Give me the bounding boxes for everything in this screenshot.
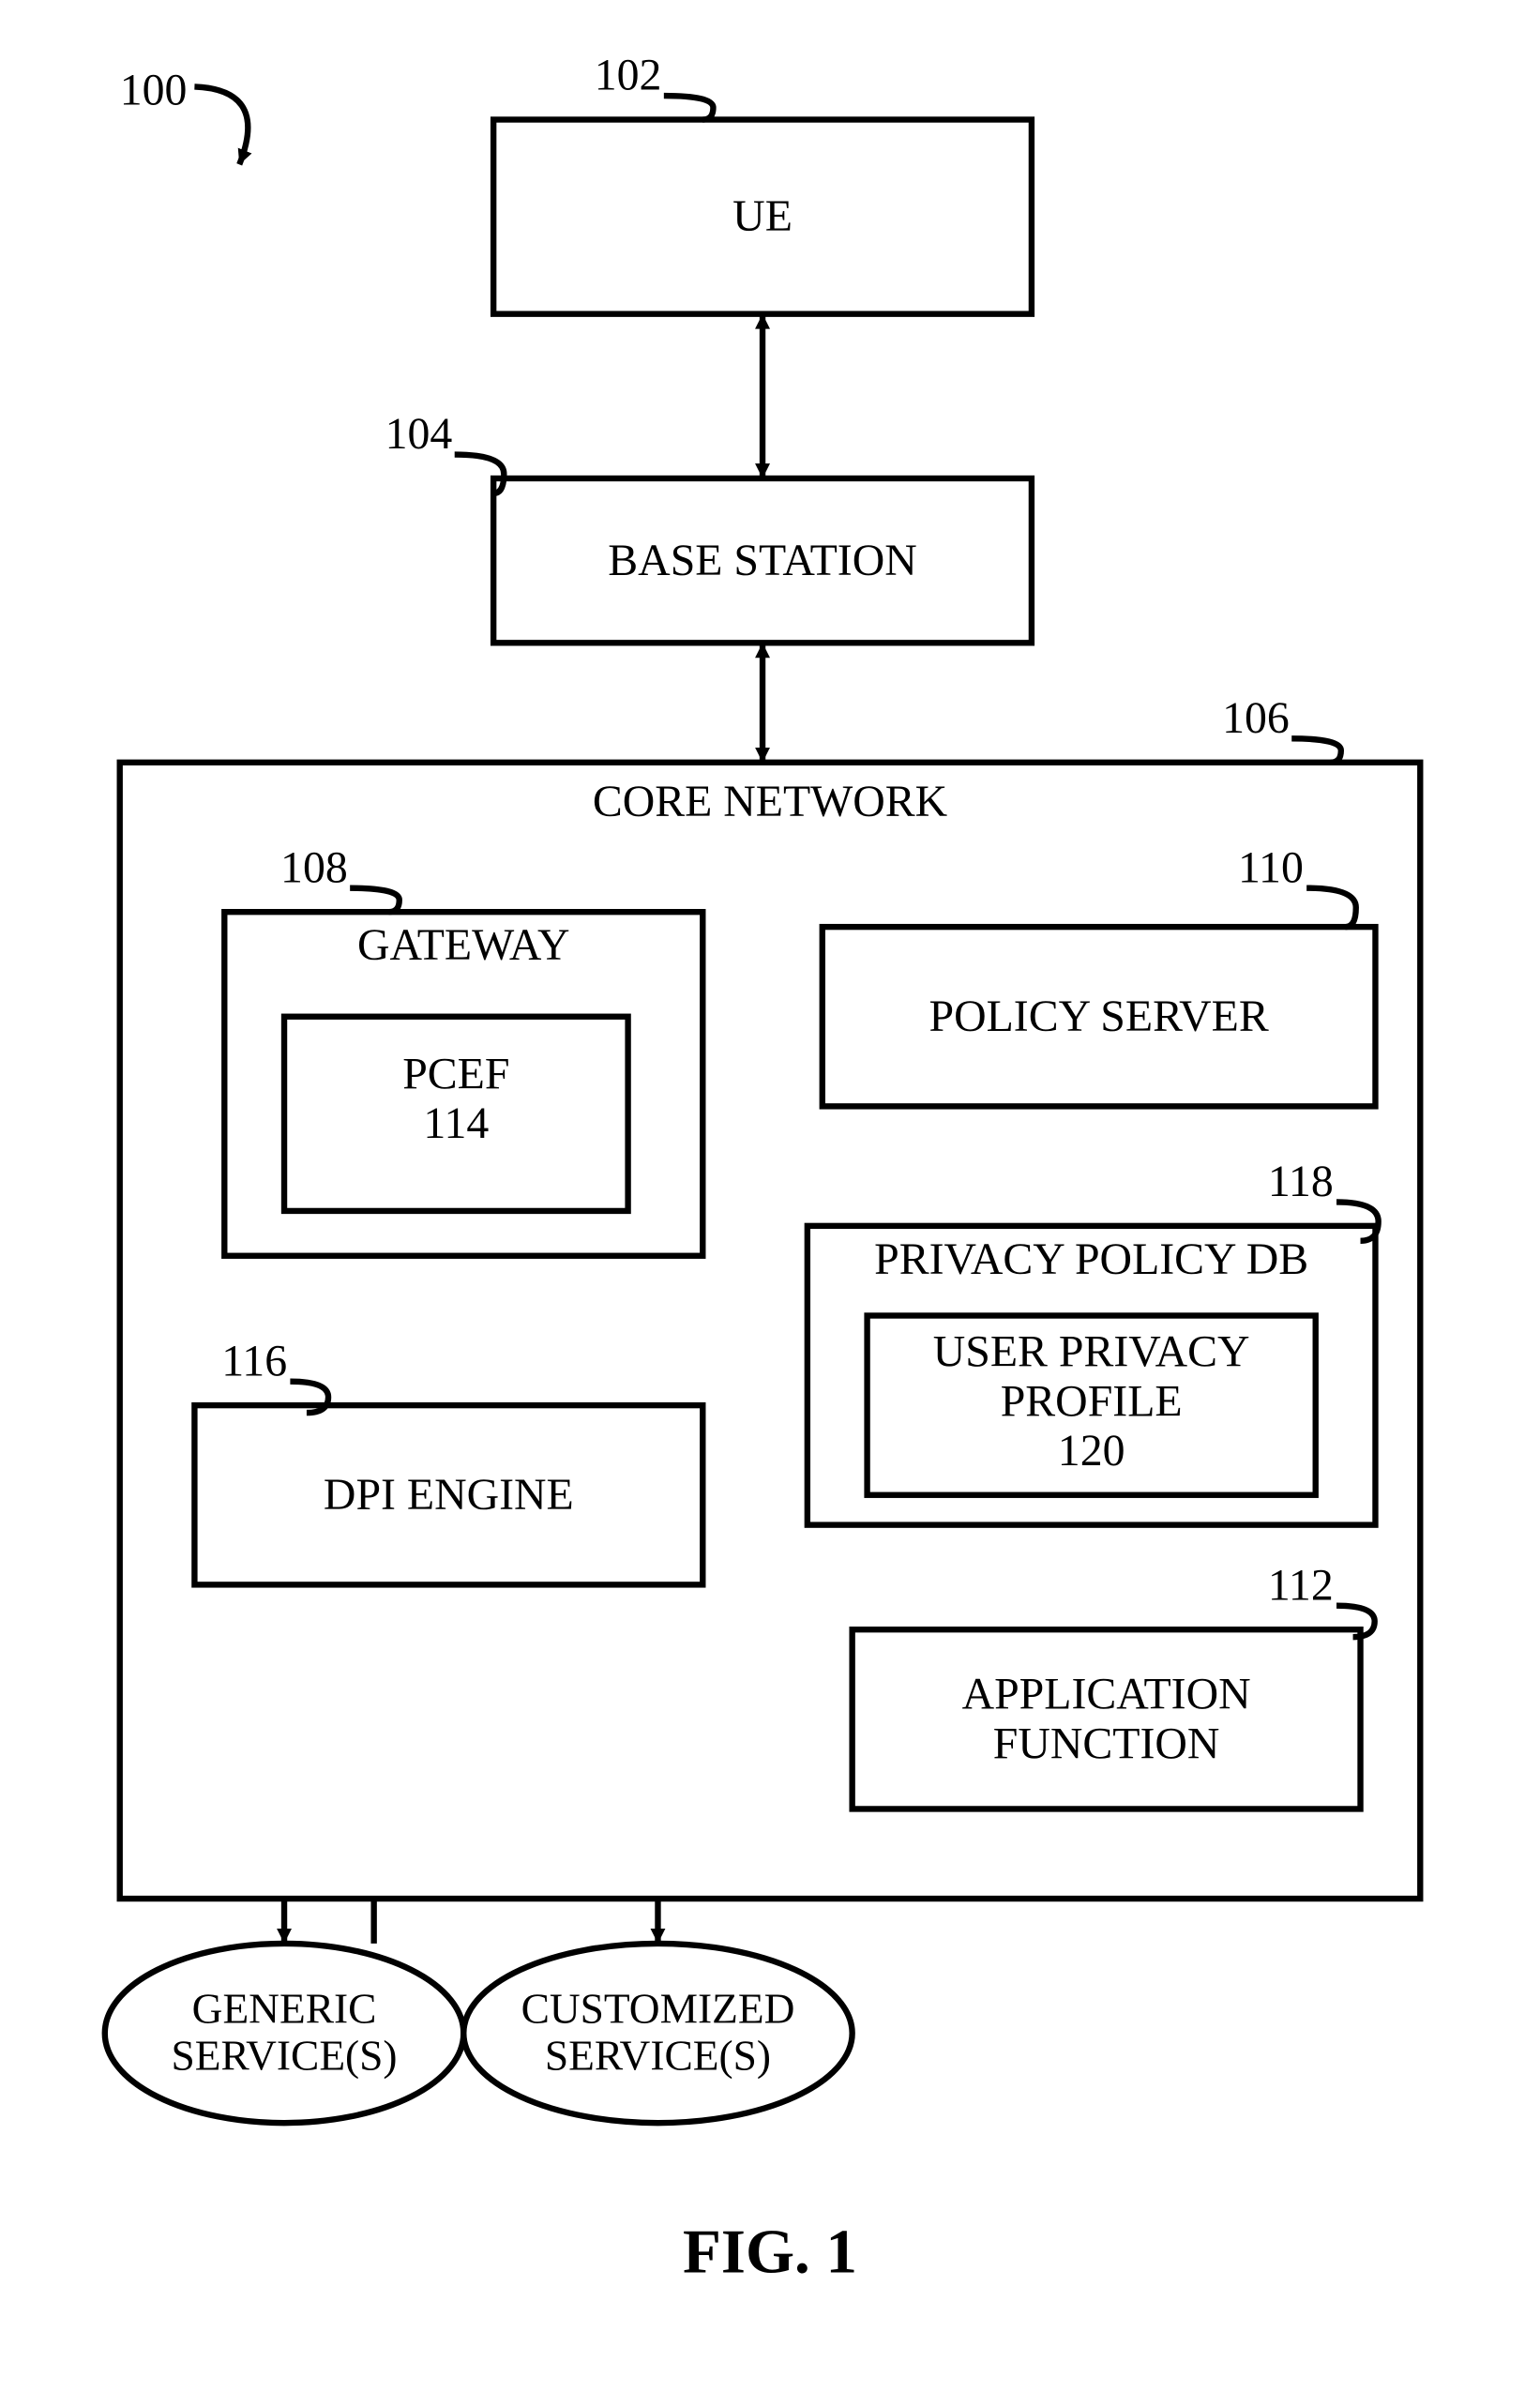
ref-104: 104	[385, 409, 453, 459]
gateway-label: GATEWAY	[357, 920, 570, 970]
user-profile-ref: 120	[1058, 1426, 1125, 1476]
generic-label: SERVICE(S)	[171, 2032, 397, 2079]
ref-110: 110	[1238, 842, 1304, 892]
core-network-label: CORE NETWORK	[593, 777, 948, 826]
figure-caption: FIG. 1	[683, 2218, 857, 2287]
dpi_engine-label: DPI ENGINE	[324, 1470, 574, 1520]
privacy-db-label: PRIVACY POLICY DB	[874, 1234, 1308, 1284]
ref-leader-106	[1291, 738, 1341, 763]
user-profile-label: PROFILE	[1001, 1376, 1183, 1426]
app_function-label: APPLICATION	[962, 1670, 1251, 1719]
ref-118: 118	[1268, 1157, 1334, 1206]
ref-106: 106	[1222, 693, 1290, 743]
ref-leader-102	[664, 96, 714, 120]
pcef-ref: 114	[423, 1098, 489, 1148]
app_function-label: FUNCTION	[993, 1718, 1220, 1768]
generic-label: GENERIC	[192, 1985, 377, 2032]
ref-112: 112	[1268, 1560, 1334, 1610]
ref-116: 116	[221, 1336, 287, 1385]
base_station-label: BASE STATION	[608, 536, 916, 585]
ue-label: UE	[732, 191, 793, 241]
pcef-label: PCEF	[402, 1049, 509, 1098]
customized-label: CUSTOMIZED	[521, 1985, 795, 2032]
ref-108: 108	[280, 842, 348, 892]
network-diagram: UE BASE STATION POLICY SERVER DPI ENGINE APP…	[0, 0, 1540, 2392]
policy_server-label: POLICY SERVER	[929, 992, 1269, 1041]
ref-100: 100	[120, 66, 188, 115]
customized-label: SERVICE(S)	[545, 2032, 771, 2079]
user-profile-label: USER PRIVACY	[933, 1327, 1250, 1377]
ref-100-arrow	[194, 86, 248, 164]
ref-102: 102	[595, 51, 662, 100]
